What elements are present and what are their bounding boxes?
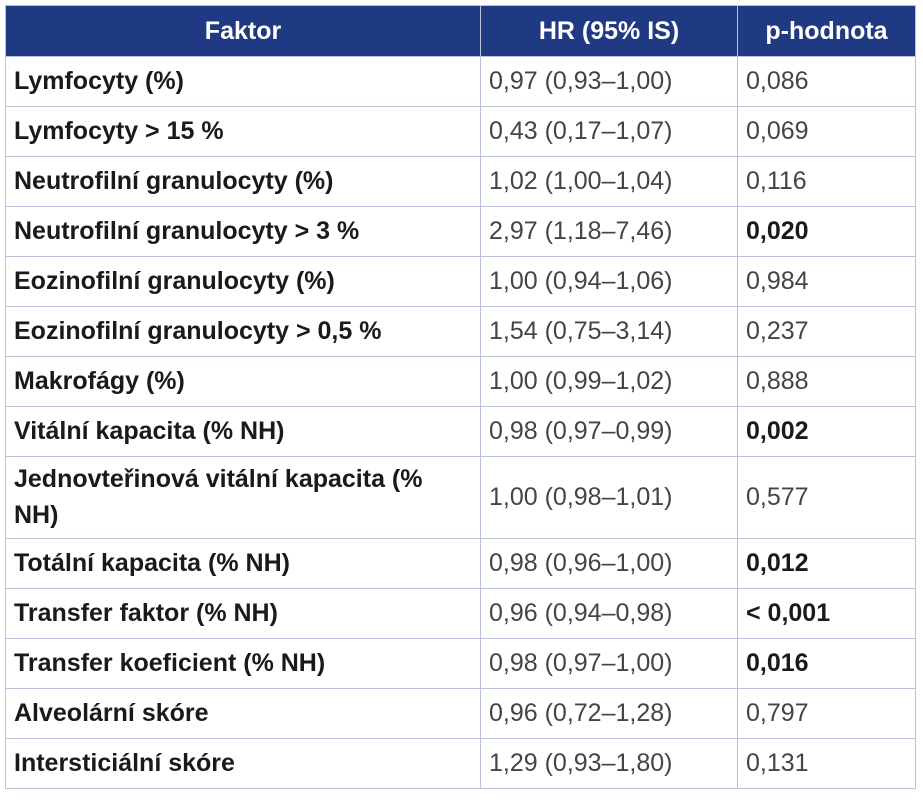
factor-cell: Vitální kapacita (% NH) (5, 406, 481, 457)
factor-cell: Neutrofilní granulocyty (%) (5, 156, 481, 207)
table-body: Lymfocyty (%) 0,97 (0,93–1,00) 0,086 Lymfoc… (5, 56, 916, 789)
table-row: Neutrofilní granulocyty > 3 % 2,97 (1,18–… (5, 206, 916, 257)
factor-cell: Lymfocyty (%) (5, 56, 481, 107)
p-value-cell: 0,012 (737, 537, 916, 589)
factor-cell: Alveolární skóre (5, 687, 481, 739)
table-row: Lymfocyty > 15 % 0,43 (0,17–1,07) 0,069 (5, 106, 916, 157)
table-row: Lymfocyty (%) 0,97 (0,93–1,00) 0,086 (5, 56, 916, 107)
header-cell: HR (95% IS) (480, 5, 738, 57)
table-row: Vitální kapacita (% NH) 0,98 (0,97–0,99) 0… (5, 406, 916, 457)
hr-cell: 0,98 (0,97–0,99) (480, 406, 738, 457)
hr-cell: 0,98 (0,97–1,00) (480, 637, 738, 689)
factor-cell: Eozinofilní granulocyty > 0,5 % (5, 306, 481, 357)
table-row: Eozinofilní granulocyty > 0,5 % 1,54 (0,7… (5, 306, 916, 357)
factor-cell: Neutrofilní granulocyty > 3 % (5, 206, 481, 257)
table-header: Faktor HR (95% IS) p-hodnota (5, 5, 916, 57)
p-value-cell: 0,086 (737, 56, 916, 107)
table-row: Jednovteřinová vitální kapacita (% NH) 1,… (5, 456, 916, 539)
p-value-cell: 0,577 (737, 456, 916, 539)
header-row: Faktor HR (95% IS) p-hodnota (5, 5, 916, 57)
p-value-cell: 0,016 (737, 637, 916, 689)
p-value-cell: 0,002 (737, 406, 916, 457)
hr-cell: 1,00 (0,94–1,06) (480, 256, 738, 307)
factor-cell: Makrofágy (%) (5, 356, 481, 407)
p-value-cell: 0,116 (737, 156, 916, 207)
hr-cell: 0,96 (0,72–1,28) (480, 687, 738, 739)
factor-cell: Transfer faktor (% NH) (5, 587, 481, 639)
table-row: Transfer koeficient (% NH) 0,98 (0,97–1,0… (5, 637, 916, 689)
table-row: Intersticiální skóre 1,29 (0,93–1,80) 0,13… (5, 737, 916, 789)
p-value-cell: 0,020 (737, 206, 916, 257)
hr-cell: 0,98 (0,96–1,00) (480, 537, 738, 589)
factor-cell: Intersticiální skóre (5, 737, 481, 789)
hr-cell: 1,00 (0,99–1,02) (480, 356, 738, 407)
header-cell: Faktor (5, 5, 481, 57)
hr-cell: 1,54 (0,75–3,14) (480, 306, 738, 357)
table-row: Alveolární skóre 0,96 (0,72–1,28) 0,797 (5, 687, 916, 739)
hr-cell: 1,02 (1,00–1,04) (480, 156, 738, 207)
factor-cell: Totální kapacita (% NH) (5, 537, 481, 589)
hr-cell: 0,43 (0,17–1,07) (480, 106, 738, 157)
hr-cell: 2,97 (1,18–7,46) (480, 206, 738, 257)
table-row: Totální kapacita (% NH) 0,98 (0,96–1,00) 0… (5, 537, 916, 589)
factor-cell: Eozinofilní granulocyty (%) (5, 256, 481, 307)
table-row: Neutrofilní granulocyty (%) 1,02 (1,00–1,… (5, 156, 916, 207)
table-row: Transfer faktor (% NH) 0,96 (0,94–0,98) < … (5, 587, 916, 639)
p-value-cell: 0,131 (737, 737, 916, 789)
p-value-cell: 0,984 (737, 256, 916, 307)
p-value-cell: 0,888 (737, 356, 916, 407)
hr-cell: 1,29 (0,93–1,80) (480, 737, 738, 789)
p-value-cell: 0,237 (737, 306, 916, 357)
factor-cell: Transfer koeficient (% NH) (5, 637, 481, 689)
hr-cell: 1,00 (0,98–1,01) (480, 456, 738, 539)
table-row: Eozinofilní granulocyty (%) 1,00 (0,94–1,… (5, 256, 916, 307)
hr-cell: 0,96 (0,94–0,98) (480, 587, 738, 639)
results-table: Faktor HR (95% IS) p-hodnota Lymfocyty (… (5, 5, 916, 789)
p-value-cell: 0,797 (737, 687, 916, 739)
p-value-cell: 0,069 (737, 106, 916, 157)
factor-cell: Lymfocyty > 15 % (5, 106, 481, 157)
table-row: Makrofágy (%) 1,00 (0,99–1,02) 0,888 (5, 356, 916, 407)
p-value-cell: < 0,001 (737, 587, 916, 639)
factor-cell: Jednovteřinová vitální kapacita (% NH) (5, 456, 481, 539)
header-cell: p-hodnota (737, 5, 916, 57)
hr-cell: 0,97 (0,93–1,00) (480, 56, 738, 107)
